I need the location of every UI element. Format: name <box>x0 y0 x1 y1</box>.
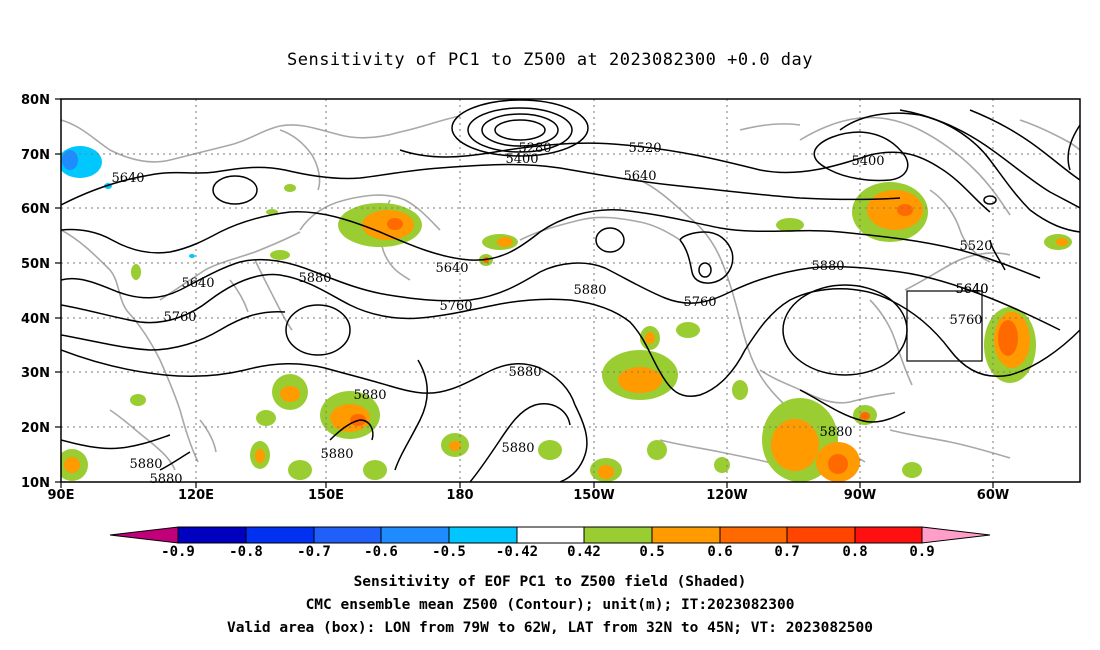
colorbar-high-end <box>921 526 991 544</box>
contour-label: 5640 <box>955 282 988 297</box>
caption-line-3: Valid area (box): LON from 79W to 62W, L… <box>226 620 873 636</box>
lat-label: 10N <box>21 476 50 491</box>
contour-label: 5760 <box>439 299 472 314</box>
lat-label: 70N <box>21 148 50 163</box>
contour-label: 5880 <box>501 441 534 456</box>
lon-label: 150W <box>573 488 614 503</box>
sensitivity-shading <box>61 146 1072 482</box>
contour-label: 5400 <box>505 152 538 167</box>
map-frame <box>60 98 1081 483</box>
contour-label: 5880 <box>573 283 606 298</box>
contour-label: 5760 <box>949 313 982 328</box>
contour-label: 5880 <box>320 447 353 462</box>
lat-label: 40N <box>21 312 50 327</box>
lon-label: 180 <box>446 488 473 503</box>
colorbar-swatch <box>854 526 923 544</box>
contour-label: 5520 <box>628 141 661 156</box>
lon-label: 90W <box>844 488 876 503</box>
colorbar-swatch <box>651 526 721 544</box>
lat-lon-grid <box>61 99 1080 482</box>
contour-label: 5880 <box>298 271 331 286</box>
lat-label: 30N <box>21 366 50 381</box>
map-title: Sensitivity of PC1 to Z500 at 2023082300… <box>286 50 813 70</box>
contour-label: 5280 <box>518 141 551 156</box>
colorbar-label: 0.8 <box>842 544 868 560</box>
lon-label: 150E <box>308 488 344 503</box>
contour-label: 5880 <box>353 388 386 403</box>
colorbar-label: -0.5 <box>432 544 466 560</box>
lat-label: 60N <box>21 202 50 217</box>
colorbar-label: 0.5 <box>639 544 665 560</box>
coastlines <box>61 115 1080 471</box>
lon-label: 120W <box>706 488 747 503</box>
contour-label: 5760 <box>163 310 196 325</box>
colorbar-swatch <box>516 526 585 544</box>
colorbar-label: -0.7 <box>297 544 331 560</box>
colorbar-swatch <box>177 526 247 544</box>
colorbar-swatch <box>786 526 856 544</box>
colorbar-swatch <box>380 526 450 544</box>
colorbar-label: 0.42 <box>567 544 601 560</box>
z500-contours <box>61 99 1080 482</box>
colorbar-swatch <box>583 526 653 544</box>
contour-label: 5640 <box>623 169 656 184</box>
contour-label: 5400 <box>851 154 884 169</box>
colorbar-label: -0.9 <box>161 544 195 560</box>
lon-label: 90E <box>48 488 75 503</box>
lon-label: 60W <box>977 488 1009 503</box>
colorbar-low-end <box>109 526 179 544</box>
axis-ticks <box>55 98 994 488</box>
contour-label: 5880 <box>149 472 182 487</box>
colorbar-swatch <box>448 526 518 544</box>
contour-label: 5640 <box>435 261 468 276</box>
contour-label: 5640 <box>181 276 214 291</box>
colorbar-label: 0.6 <box>707 544 733 560</box>
lon-label: 120E <box>178 488 214 503</box>
colorbar-swatch <box>719 526 788 544</box>
colorbar-label: -0.8 <box>229 544 263 560</box>
colorbar-label: -0.42 <box>495 544 539 560</box>
colorbar <box>109 526 991 544</box>
contour-label: 5760 <box>683 295 716 310</box>
contour-label: 5640 <box>111 171 144 186</box>
lat-label: 80N <box>21 93 50 108</box>
caption-line-2: CMC ensemble mean Z500 (Contour); unit(m… <box>305 597 795 613</box>
colorbar-label: -0.6 <box>364 544 398 560</box>
contour-label: 5880 <box>508 365 541 380</box>
lat-label: 20N <box>21 421 50 436</box>
contour-label: 5880 <box>811 259 844 274</box>
contour-label: 5880 <box>129 457 162 472</box>
colorbar-label: 0.9 <box>909 544 935 560</box>
contour-label: 5640 <box>955 282 988 297</box>
contour-labels: 5280 5400 5520 5640 5640 5400 5640 5640 … <box>111 141 992 487</box>
colorbar-swatch <box>313 526 382 544</box>
valid-area-box <box>906 290 983 362</box>
colorbar-swatch <box>245 526 315 544</box>
colorbar-label: 0.7 <box>774 544 800 560</box>
contour-label: 5880 <box>819 425 852 440</box>
lat-label: 50N <box>21 257 50 272</box>
caption-line-1: Sensitivity of EOF PC1 to Z500 field (Sh… <box>353 574 747 590</box>
contour-label: 5520 <box>959 239 992 254</box>
